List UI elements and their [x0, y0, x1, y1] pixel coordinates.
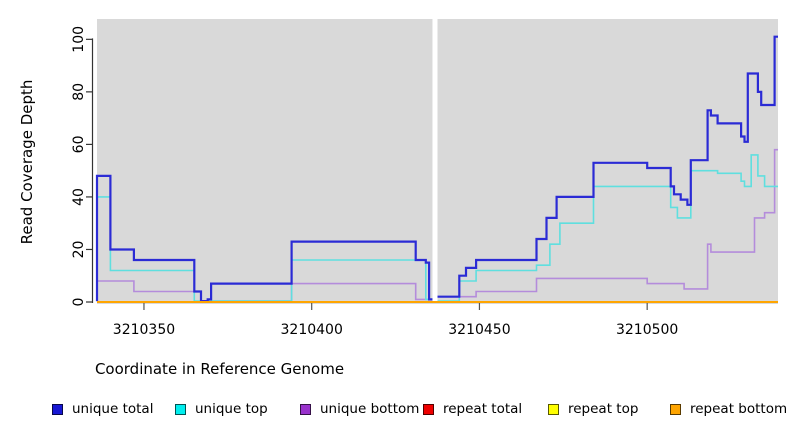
legend-item-unique-top: unique top [175, 400, 268, 418]
y-tick-label: 80 [71, 83, 87, 101]
unique-bottom-swatch-icon [300, 403, 311, 415]
legend-item-repeat-total: repeat total [423, 400, 522, 418]
legend-item-unique-bottom: unique bottom [300, 400, 419, 418]
x-axis-title: Coordinate in Reference Genome [0, 360, 792, 378]
legend-label: unique bottom [320, 401, 420, 417]
unique-total-swatch-icon [52, 403, 63, 415]
y-axis-title: Read Coverage Depth [18, 79, 36, 245]
x-tick-label: 3210400 [281, 322, 343, 338]
legend-label: unique top [195, 401, 268, 417]
x-tick-label: 3210500 [616, 322, 678, 338]
repeat-top-swatch-icon [548, 403, 559, 415]
legend-label: repeat bottom [690, 401, 788, 417]
no-data-gap [432, 19, 438, 301]
legend-item-unique-total: unique total [52, 400, 153, 418]
legend-item-repeat-top: repeat top [548, 400, 638, 418]
unique-top-swatch-icon [175, 403, 186, 415]
legend-label: unique total [72, 401, 154, 417]
y-tick-label: 0 [71, 298, 87, 307]
y-tick-label: 20 [71, 241, 87, 259]
y-tick-label: 100 [71, 26, 87, 53]
chart-legend: unique total unique top unique bottom re… [0, 400, 792, 422]
legend-label: repeat top [568, 401, 639, 417]
legend-item-repeat-bottom: repeat bottom [670, 400, 787, 418]
y-tick-label: 60 [71, 135, 87, 153]
x-axis-title-text: Coordinate in Reference Genome [94, 360, 345, 378]
y-tick-label: 40 [71, 188, 87, 206]
legend-label: repeat total [443, 401, 523, 417]
series-line-unique-total [95, 35, 778, 303]
x-tick-label: 3210450 [448, 322, 510, 338]
x-tick-label: 3210350 [113, 322, 175, 338]
repeat-bottom-swatch-icon [670, 403, 681, 415]
repeat-total-swatch-icon [423, 403, 434, 415]
